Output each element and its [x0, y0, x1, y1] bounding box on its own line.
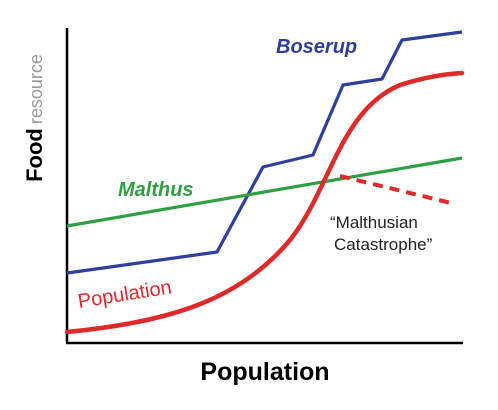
boserup-curve: [66, 30, 463, 275]
y-axis-title-main: Food: [22, 128, 47, 182]
malthus-label: Malthus: [118, 179, 194, 201]
catastrophe-dashed-line: [339, 174, 456, 206]
boserup-label: Boserup: [276, 36, 357, 58]
malthusian-catastrophe-label-line2: Catastrophe”: [334, 235, 433, 254]
malthusian-catastrophe-label-line1: “Malthusian: [330, 213, 418, 232]
x-axis-title: Population: [200, 358, 329, 386]
malthus-line: [66, 156, 463, 228]
population-curve: [64, 70, 465, 335]
y-axis-title: Food resource: [22, 54, 47, 182]
population-curve-label: Population: [76, 276, 173, 313]
y-axis-title-secondary: resource: [26, 54, 46, 124]
